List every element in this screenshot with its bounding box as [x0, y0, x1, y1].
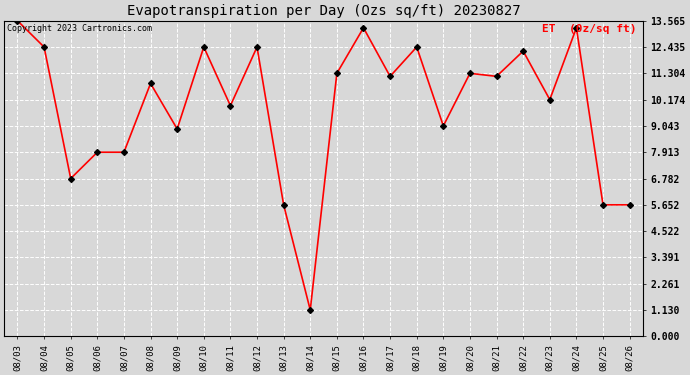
Text: Copyright 2023 Cartronics.com: Copyright 2023 Cartronics.com: [8, 24, 152, 33]
Text: ET  (0z/sq ft): ET (0z/sq ft): [542, 24, 637, 34]
Title: Evapotranspiration per Day (Ozs sq/ft) 20230827: Evapotranspiration per Day (Ozs sq/ft) 2…: [127, 4, 520, 18]
